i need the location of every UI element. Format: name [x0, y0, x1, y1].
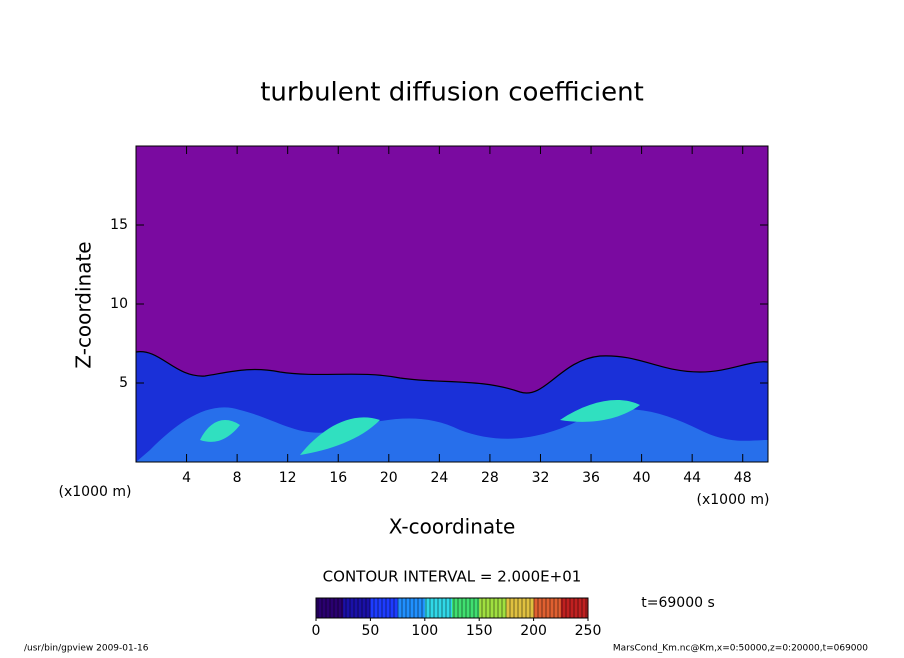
turbulent-patch [200, 400, 640, 455]
colorbar-tick-label: 250 [575, 623, 602, 639]
colorbar-band [560, 598, 589, 618]
colorbar-band [424, 598, 453, 618]
y-tick-label: 10 [110, 296, 128, 312]
colorbar-tick-label: 150 [466, 623, 493, 639]
colorbar-tick-label: 100 [411, 623, 438, 639]
time-label: t=69000 s [641, 595, 715, 611]
x-tick-label: 12 [279, 470, 297, 486]
colorbar-tick-label: 200 [520, 623, 547, 639]
y-tick-label: 5 [119, 375, 128, 391]
footer-right: MarsCond_Km.nc@Km,x=0:50000,z=0:20000,t=… [613, 644, 868, 654]
x-tick-label: 24 [430, 470, 448, 486]
x-unit-right: (x1000 m) [697, 492, 770, 508]
colorbar-band [506, 598, 535, 618]
x-tick-label: 32 [532, 470, 550, 486]
footer-left: /usr/bin/gpview 2009-01-16 [24, 644, 149, 654]
y-axis-label: Z-coordinate [72, 241, 96, 368]
x-tick-label: 40 [633, 470, 651, 486]
x-tick-label: 16 [329, 470, 347, 486]
x-tick-label: 20 [380, 470, 398, 486]
x-tick-label: 44 [683, 470, 701, 486]
contour-interval: CONTOUR INTERVAL = 2.000E+01 [323, 568, 582, 586]
colorbar-band [343, 598, 371, 618]
colorbar-tick-label: 0 [312, 623, 321, 639]
colorbar-band [370, 598, 399, 618]
x-tick-label: 36 [582, 470, 600, 486]
x-axis-label: X-coordinate [389, 515, 516, 539]
colorbar-band [479, 598, 507, 618]
turbulent-core [136, 407, 768, 462]
chart-title: turbulent diffusion coefficient [260, 78, 644, 108]
x-tick-label: 48 [734, 470, 752, 486]
x-tick-label: 4 [182, 470, 191, 486]
colorbar-tick-label: 50 [361, 623, 379, 639]
colorbar-frame [315, 597, 589, 619]
y-tick-label: 15 [110, 217, 128, 233]
x-tick-label: 28 [481, 470, 499, 486]
x-unit-left: (x1000 m) [59, 484, 132, 500]
contour-line [135, 351, 769, 394]
x-tick-label: 8 [233, 470, 242, 486]
